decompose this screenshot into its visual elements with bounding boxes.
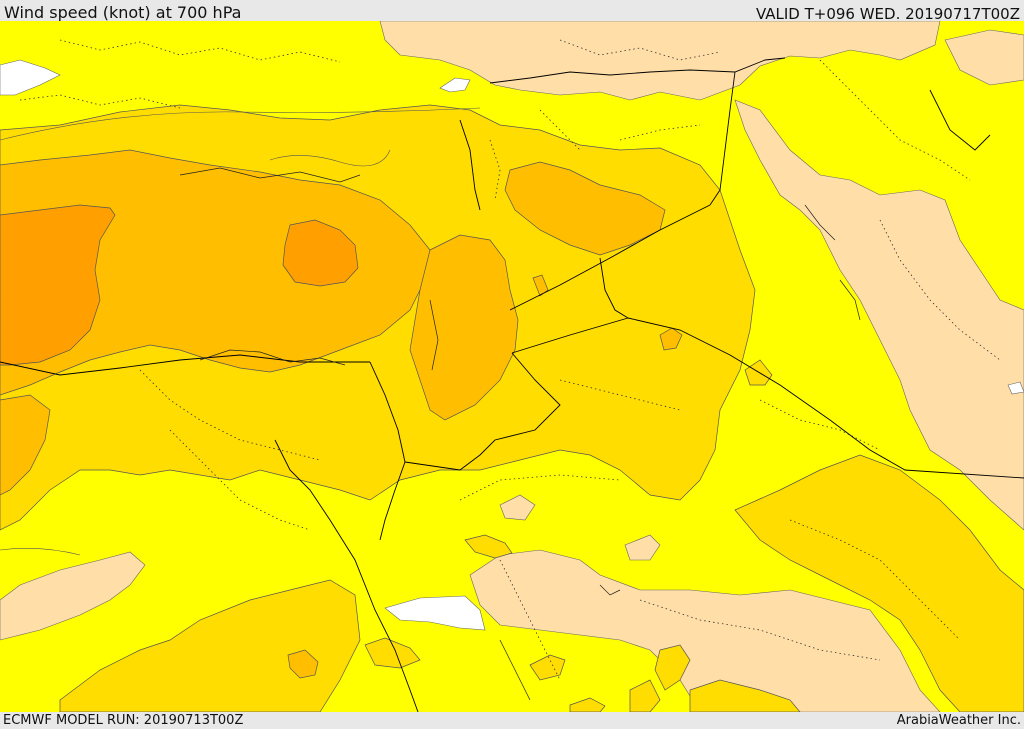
footer-bar — [0, 712, 1024, 729]
contour-lines — [0, 107, 481, 556]
weather-map — [0, 21, 1024, 712]
white-zones — [0, 59, 1024, 631]
province-borders — [19, 39, 1001, 681]
model-run-label: ECMWF MODEL RUN: 20190713T00Z — [3, 713, 244, 728]
valid-time: VALID T+096 WED. 20190717T00Z — [755, 5, 1020, 23]
credit-label: ArabiaWeather Inc. — [896, 713, 1021, 728]
coastlines — [179, 167, 861, 701]
country-borders — [0, 57, 1024, 712]
map-canvas — [0, 21, 1024, 712]
header-bar — [0, 0, 1024, 21]
max-zones — [0, 204, 359, 366]
map-title: Wind speed (knot) at 700 hPa — [4, 3, 242, 22]
